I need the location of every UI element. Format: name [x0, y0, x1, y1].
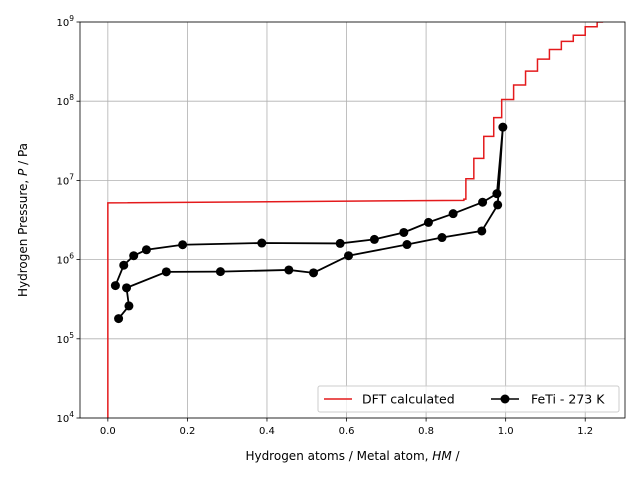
data-point-feti	[399, 227, 409, 237]
plot-area	[107, 22, 604, 418]
y-tick-exponent: 7	[69, 172, 74, 181]
y-tick-label: 104	[56, 410, 74, 425]
legend: DFT calculated FeTi - 273 K	[317, 385, 620, 413]
data-point-feti	[110, 281, 120, 291]
x-axis-label-italic: HM	[432, 449, 452, 463]
data-point-feti	[493, 200, 503, 210]
legend-label-dft: DFT calculated	[362, 392, 455, 407]
x-axis-label-text: Hydrogen atoms / Metal atom,	[245, 449, 432, 463]
grid	[80, 21, 625, 419]
y-axis-label-suffix: / Pa	[16, 143, 30, 169]
y-tick-label: 107	[56, 172, 74, 187]
y-tick-label: 109	[56, 14, 74, 29]
data-point-feti	[129, 251, 139, 261]
legend-label-feti: FeTi - 273 K	[531, 392, 605, 407]
x-tick-label: 0.0	[100, 426, 116, 437]
x-axis-label-suffix: /	[452, 449, 461, 463]
data-point-feti	[309, 268, 319, 278]
y-tick-base: 10	[56, 414, 69, 425]
y-tick-base: 10	[56, 335, 69, 346]
plot-frame	[79, 21, 626, 419]
y-tick-base: 10	[56, 18, 69, 29]
series-layer	[107, 22, 604, 418]
x-tick-label: 0.4	[259, 426, 275, 437]
data-point-feti	[114, 314, 124, 324]
y-tick-exponent: 8	[69, 93, 74, 102]
data-point-feti	[344, 251, 354, 261]
y-axis-label: Hydrogen Pressure, P / Pa	[16, 143, 30, 297]
y-axis-label-italic: P	[16, 168, 30, 176]
data-point-feti	[437, 233, 447, 243]
x-axis-label: Hydrogen atoms / Metal atom, HM /	[245, 449, 460, 463]
y-tick-exponent: 9	[69, 14, 74, 23]
y-tick-label: 106	[56, 252, 74, 267]
x-tick-label: 1.0	[498, 426, 514, 437]
data-point-feti	[498, 122, 508, 132]
y-axis-label-text: Hydrogen Pressure,	[16, 176, 30, 297]
data-point-feti	[335, 238, 345, 248]
x-tick-label: 0.8	[418, 426, 434, 437]
x-tick-label: 1.2	[577, 426, 593, 437]
data-point-feti	[369, 234, 379, 244]
series-line-dft	[107, 22, 604, 418]
data-point-feti	[402, 240, 412, 250]
x-tick-label: 0.6	[339, 426, 355, 437]
y-tick-base: 10	[56, 176, 69, 187]
data-point-feti	[492, 189, 502, 199]
data-point-feti	[215, 267, 225, 277]
data-point-feti	[448, 209, 458, 219]
y-tick-exponent: 6	[69, 252, 74, 261]
data-point-feti	[124, 301, 134, 311]
series-line-feti	[114, 127, 504, 320]
y-tick-exponent: 4	[69, 410, 74, 419]
data-point-feti	[122, 283, 132, 293]
y-tick-base: 10	[56, 256, 69, 267]
data-point-feti	[141, 245, 151, 255]
y-tick-exponent: 5	[69, 331, 74, 340]
y-tick-label: 105	[56, 331, 74, 346]
legend-marker-feti	[500, 394, 510, 404]
y-tick-base: 10	[56, 97, 69, 108]
legend-box	[317, 385, 620, 413]
data-point-feti	[257, 238, 267, 248]
data-point-feti	[119, 260, 129, 270]
data-point-feti	[477, 226, 487, 236]
data-point-feti	[284, 265, 294, 275]
data-point-feti	[478, 197, 488, 207]
x-tick-label: 0.2	[179, 426, 195, 437]
data-point-feti	[178, 240, 188, 250]
data-point-feti	[423, 217, 433, 227]
y-tick-label: 108	[56, 93, 74, 108]
data-point-feti	[161, 267, 171, 277]
